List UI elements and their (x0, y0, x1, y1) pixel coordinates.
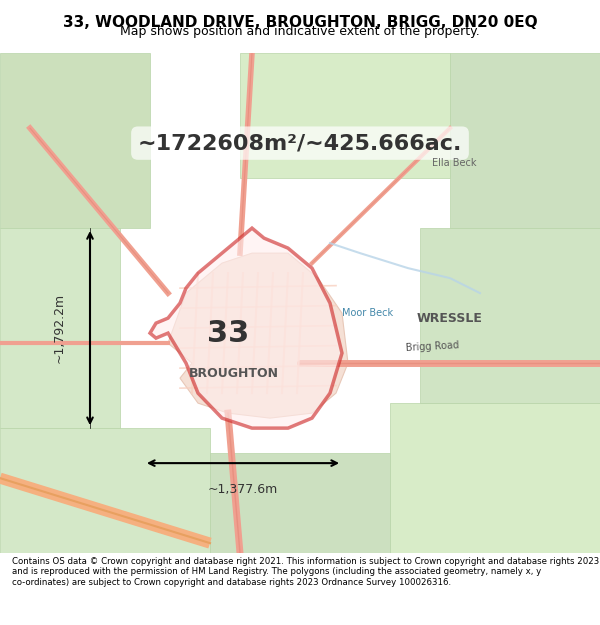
Polygon shape (0, 428, 210, 553)
Text: ~1,377.6m: ~1,377.6m (208, 483, 278, 496)
Text: ~1722608m²/~425.666ac.: ~1722608m²/~425.666ac. (138, 133, 462, 153)
Polygon shape (390, 403, 600, 553)
Text: 33, WOODLAND DRIVE, BROUGHTON, BRIGG, DN20 0EQ: 33, WOODLAND DRIVE, BROUGHTON, BRIGG, DN… (62, 15, 538, 30)
Polygon shape (0, 53, 150, 228)
Polygon shape (240, 53, 450, 178)
Text: 33: 33 (207, 319, 249, 348)
Text: Contains OS data © Crown copyright and database right 2021. This information is : Contains OS data © Crown copyright and d… (12, 557, 599, 586)
Text: ~1,792.2m: ~1,792.2m (53, 293, 66, 363)
Polygon shape (210, 453, 390, 553)
Text: BROUGHTON: BROUGHTON (189, 367, 279, 379)
Polygon shape (450, 53, 600, 228)
Text: Ella Beck: Ella Beck (432, 158, 476, 168)
Polygon shape (0, 228, 120, 428)
Text: Moor Beck: Moor Beck (342, 308, 393, 318)
Polygon shape (420, 228, 600, 403)
Text: Brigg Road: Brigg Road (405, 341, 459, 353)
Polygon shape (150, 228, 342, 428)
Polygon shape (168, 253, 348, 418)
Text: Map shows position and indicative extent of the property.: Map shows position and indicative extent… (120, 25, 480, 38)
Text: WRESSLE: WRESSLE (417, 312, 483, 324)
